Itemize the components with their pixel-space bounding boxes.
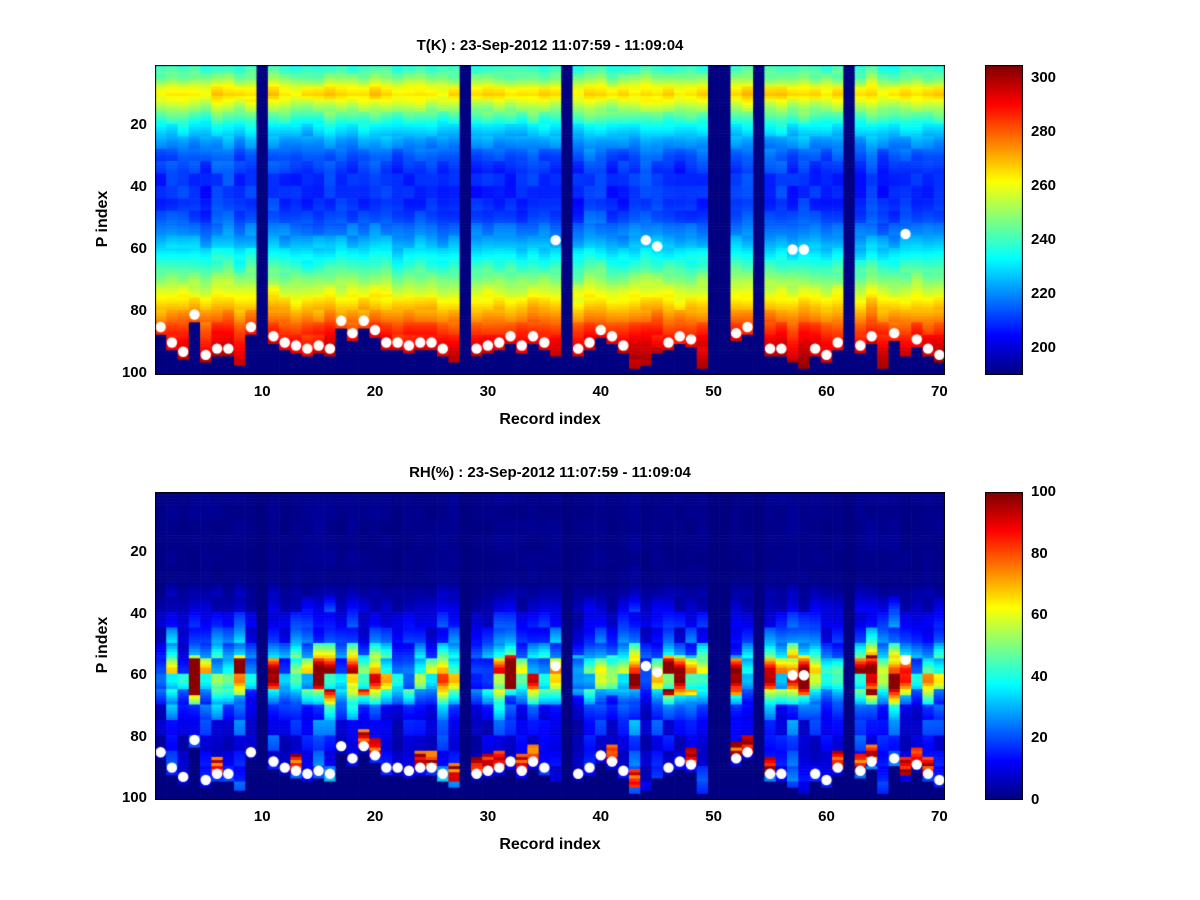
colorbar-tick-label: 240: [1031, 231, 1057, 249]
x-tick-label: 30: [479, 808, 497, 825]
colorbar-tick-label: 300: [1031, 69, 1057, 87]
y-tick-label: 40: [130, 178, 147, 196]
x-tick-label: 10: [253, 383, 271, 400]
colorbar-tick-label: 80: [1031, 544, 1048, 562]
colorbar-tick-label: 40: [1031, 667, 1048, 685]
colorbar-tick-label: 200: [1031, 339, 1057, 357]
y-tick-label: 60: [130, 666, 147, 684]
x-tick-label: 50: [705, 383, 722, 400]
x-tick-label: 40: [592, 808, 610, 825]
y-tick-label: 80: [130, 727, 147, 745]
humidity-colorbar: [985, 492, 1023, 800]
x-tick-label: 60: [818, 808, 835, 825]
temperature-plot-title: T(K) : 23-Sep-2012 11:07:59 - 11:09:04: [416, 37, 684, 54]
y-tick-label: 100: [121, 364, 147, 382]
humidity-plot-title: RH(%) : 23-Sep-2012 11:07:59 - 11:09:04: [409, 464, 691, 481]
temperature-colorbar: [985, 65, 1023, 375]
x-tick-label: 20: [366, 808, 384, 825]
colorbar-tick-label: 220: [1031, 285, 1057, 303]
x-tick-label: 50: [705, 808, 722, 825]
colorbar-tick-label: 20: [1031, 729, 1048, 747]
colorbar-tick-label: 100: [1031, 483, 1057, 500]
x-tick-label: 10: [253, 808, 271, 825]
humidity-y-axis-label: P index: [94, 616, 111, 674]
y-tick-label: 40: [130, 604, 147, 622]
y-tick-label: 100: [121, 789, 147, 807]
colorbar-tick-label: 0: [1031, 791, 1040, 808]
x-tick-label: 40: [592, 383, 610, 400]
x-tick-label: 20: [366, 383, 384, 400]
y-tick-label: 20: [130, 116, 147, 134]
colorbar-tick-label: 260: [1031, 177, 1057, 195]
humidity-heatmap-canvas: [155, 492, 945, 800]
y-tick-label: 80: [130, 302, 147, 320]
x-tick-label: 70: [931, 808, 948, 825]
y-tick-label: 20: [130, 543, 147, 561]
temperature-x-axis-label: Record index: [499, 411, 601, 428]
temperature-heatmap-canvas: [155, 65, 945, 375]
colorbar-tick-label: 280: [1031, 123, 1057, 141]
x-tick-label: 70: [931, 383, 948, 400]
humidity-x-axis-label: Record index: [499, 836, 601, 853]
colorbar-tick-label: 60: [1031, 606, 1048, 624]
y-tick-label: 60: [130, 240, 147, 258]
x-tick-label: 30: [479, 383, 497, 400]
x-tick-label: 60: [818, 383, 835, 400]
